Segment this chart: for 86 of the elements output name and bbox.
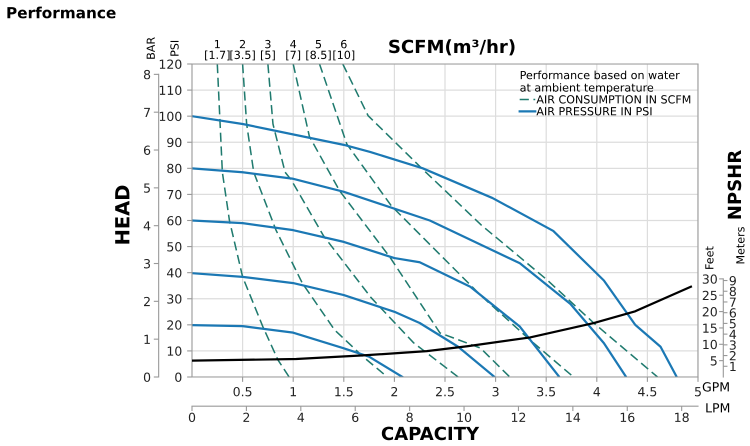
text: NPSHR: [728, 150, 742, 219]
legend-label: AIR PRESSURE IN PSI: [536, 107, 652, 116]
x-axis-title: GPM: [702, 382, 729, 392]
line-series: [216, 64, 290, 377]
x-tick-label: 3: [492, 386, 499, 396]
x-tick-label: 5: [694, 387, 701, 396]
line-series: [192, 219, 560, 377]
y2-tick-label: 5: [144, 183, 150, 193]
legend-title: Performance based on water at ambient temperature: [520, 70, 680, 94]
annotation: 2 [3.5]: [230, 40, 255, 60]
x2-tick-label: 2: [243, 412, 250, 422]
y2-tick-label: 7: [144, 108, 150, 117]
y2-tick-label: 4: [144, 221, 150, 230]
y-axis-title: Feet: [705, 246, 714, 269]
annotation: 1 [1.7]: [205, 40, 230, 60]
line-series: [292, 64, 511, 377]
y2-axis-title: Meters: [736, 227, 745, 264]
x-tick-label: 2.5: [436, 386, 454, 396]
line-series: [192, 286, 692, 362]
y2-tick-label: 1: [730, 362, 736, 372]
y-tick-label: 10: [168, 346, 182, 356]
y-tick-label: 110: [160, 86, 182, 96]
annotation: 3 [5]: [260, 40, 275, 60]
y2-tick-label: 9: [730, 276, 736, 286]
x-tick-label: 1.5: [335, 387, 353, 396]
y2-tick-label: 1: [144, 334, 150, 344]
y2-tick-label: 0: [144, 372, 150, 382]
text: Performance: [7, 6, 116, 18]
y2-tick-label: 3: [730, 340, 736, 350]
line-series: [192, 167, 628, 377]
annotation: 4 [7]: [286, 40, 300, 60]
y-tick-label: 30: [167, 294, 182, 304]
annotation: 5 [8.5]: [306, 40, 331, 60]
x2-tick-label: 14: [566, 412, 580, 422]
y-tick-label: 30: [702, 274, 717, 284]
y-tick-label: 90: [167, 138, 182, 148]
text: HEAD: [115, 186, 130, 244]
y2-tick-label: 6: [144, 145, 150, 155]
x-tick-label: 4.5: [638, 387, 656, 396]
x2-tick-label: 0: [188, 412, 196, 422]
x2-axis-title: LPM: [706, 403, 730, 412]
y-tick-label: 0: [175, 372, 182, 382]
x2-tick-label: 10: [457, 412, 472, 422]
y-tick-label: 10: [703, 340, 717, 350]
y-tick-label: 25: [702, 290, 717, 300]
y-tick-label: 50: [167, 242, 182, 252]
line-series: [192, 115, 678, 377]
y2-axis-title: BAR: [146, 37, 155, 59]
line-series: [267, 64, 459, 377]
y2-tick-label: 3: [144, 258, 150, 268]
y-tick-label: 20: [702, 307, 717, 317]
y-axis-title: PSI: [170, 40, 179, 56]
x2-tick-label: 12: [512, 412, 526, 422]
x-tick-label: 2: [391, 386, 398, 396]
text: SCFM(m³/hr): [389, 39, 515, 56]
x2-tick-label: 8: [406, 412, 413, 422]
y2-tick-label: 7: [730, 298, 736, 307]
y2-tick-label: 2: [144, 296, 150, 306]
annotation: 6 [10]: [333, 40, 354, 60]
x2-tick-label: 16: [620, 412, 634, 422]
x-tick-label: 4: [593, 387, 600, 396]
y-tick-label: 15: [703, 324, 717, 333]
x2-tick-label: 4: [297, 412, 304, 422]
x-tick-label: 0.5: [233, 386, 252, 396]
x-tick-label: 3.5: [537, 386, 556, 396]
y-tick-label: 5: [710, 356, 717, 366]
x-tick-label: 1: [290, 387, 296, 396]
y2-tick-label: 5: [730, 319, 736, 328]
y-tick-label: 40: [166, 268, 182, 278]
text: CAPACITY: [382, 426, 480, 440]
y-tick-label: 80: [167, 164, 182, 174]
line-series: [192, 272, 496, 377]
y-tick-label: 60: [167, 216, 182, 226]
y2-tick-label: 6: [730, 308, 736, 318]
y-tick-label: 100: [160, 112, 182, 122]
y2-tick-label: 8: [144, 70, 150, 80]
legend-label: AIR CONSUMPTION IN SCFM: [536, 95, 690, 104]
x2-tick-label: 6: [352, 412, 358, 422]
y2-tick-label: 4: [729, 330, 736, 339]
y-tick-label: 20: [167, 320, 182, 330]
line-series: [192, 324, 404, 377]
y2-tick-label: 8: [730, 286, 736, 296]
y-tick-label: 70: [167, 190, 182, 200]
y-tick-label: 120: [160, 59, 182, 69]
y2-tick-label: 2: [730, 351, 736, 360]
x2-tick-label: 18: [675, 412, 689, 422]
